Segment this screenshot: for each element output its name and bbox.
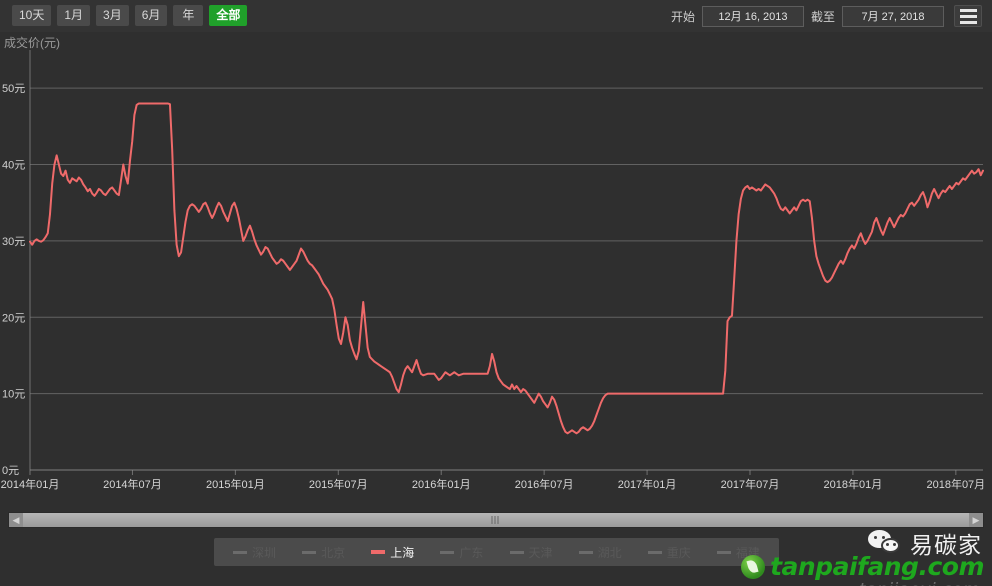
end-date-input[interactable] [842,5,944,27]
site-name: tanpaifang.com [770,552,984,581]
legend-label: 深圳 [252,545,277,560]
start-date-label: 开始 [670,9,695,24]
wechat-dot-3 [886,543,889,546]
y-tick-label-1: 10元 [2,389,25,401]
wechat-dot-4 [893,543,896,546]
legend-item-1[interactable]: 北京 [302,544,345,561]
x-tick-label-2: 2015年01月 [206,477,265,491]
legend-label: 湖北 [597,545,622,560]
x-tick-label-6: 2017年01月 [618,477,677,491]
range-button-0[interactable]: 10天 [12,5,52,26]
x-tick-label-5: 2016年07月 [515,477,574,491]
wechat-dot-2 [882,536,885,539]
legend-swatch-icon [509,550,524,554]
menu-bar-1 [959,8,977,12]
hamburger-menu-icon[interactable] [954,5,982,27]
range-button-4[interactable]: 年 [173,5,204,26]
range-button-1[interactable]: 1月 [57,5,91,26]
wechat-icon [868,530,902,556]
branding: 易碳家 tanpaifang.com tanjiaoyi.com [741,520,986,586]
legend-swatch-icon [578,550,593,554]
x-tick-label-4: 2016年01月 [412,477,471,491]
legend-item-4[interactable]: 天津 [509,544,553,561]
legend-label: 上海 [390,545,415,560]
legend-item-0[interactable]: 深圳 [233,544,276,561]
wechat-bubble-small [881,538,900,553]
scrollbar-grip-icon [491,516,501,524]
x-tick-label-8: 2018年01月 [824,477,883,491]
site-brand-row: tanpaifang.com [741,552,984,581]
wechat-account-name: 易碳家 [910,533,982,559]
legend-label: 重庆 [666,545,691,560]
wechat-dot-1 [874,536,877,539]
end-date-label: 截至 [810,9,835,24]
x-tick-label-7: 2017年07月 [721,477,780,491]
date-range-controls: 开始 截至 [671,5,982,27]
legend-swatch-icon [647,550,662,554]
scroll-right-arrow-icon[interactable]: ▶ [969,513,983,527]
legend-label: 广东 [459,545,484,560]
horizontal-scrollbar[interactable]: ◀ ▶ [8,512,984,528]
legend: 深圳 北京 上海 广东 天津 湖北 重庆 福建 [214,538,779,566]
x-tick-label-0: 2014年01月 [1,477,60,491]
y-tick-label-3: 30元 [2,236,25,248]
range-button-2[interactable]: 3月 [96,5,129,26]
legend-item-5[interactable]: 湖北 [578,544,622,561]
legend-swatch-icon [371,550,386,554]
legend-swatch-icon [302,550,317,554]
range-button-group: 10天 1月 3月 6月年全部 [12,5,248,26]
x-tick-label-9: 2018年07月 [926,477,985,491]
y-tick-label-2: 20元 [2,312,25,324]
y-axis-title: 成交价(元) [4,36,60,50]
leaf-logo-icon [741,554,766,579]
legend-swatch-icon [716,550,731,554]
x-tick-label-1: 2014年07月 [103,477,162,491]
legend-item-3[interactable]: 广东 [440,544,483,561]
y-tick-label-4: 40元 [2,160,25,172]
legend-swatch-icon [233,550,248,554]
plot-background [30,50,983,470]
y-tick-label-0: 0元 [2,465,19,477]
legend-swatch-icon [440,550,455,554]
scrollbar-thumb[interactable] [23,513,969,527]
legend-label: 北京 [321,545,346,560]
series-line-0 [29,102,984,435]
legend-item-6[interactable]: 重庆 [647,544,691,561]
chart-container: 成交价(元) 0元 10元 20元 30元 40元 50元 2014年01月 2014年07月… [0,32,992,502]
y-tick-label-5: 50元 [2,83,25,95]
watermark-text: tanjiaoyi.com [859,580,980,586]
price-line-chart[interactable]: 0元 10元 20元 30元 40元 50元 2014年01月 2014年07月 2015年01… [0,32,992,502]
wechat-brand-row: 易碳家 [868,526,982,560]
x-tick-label-3: 2015年07月 [309,477,368,491]
start-date-input[interactable] [701,5,804,27]
menu-bar-3 [959,20,977,24]
legend-label: 天津 [528,545,553,560]
range-button-3[interactable]: 6月 [134,5,168,26]
scroll-left-arrow-icon[interactable]: ◀ [9,513,23,527]
range-button-5[interactable]: 全部 [209,5,248,26]
legend-item-2[interactable]: 上海 [371,544,414,561]
menu-bar-2 [959,14,977,18]
